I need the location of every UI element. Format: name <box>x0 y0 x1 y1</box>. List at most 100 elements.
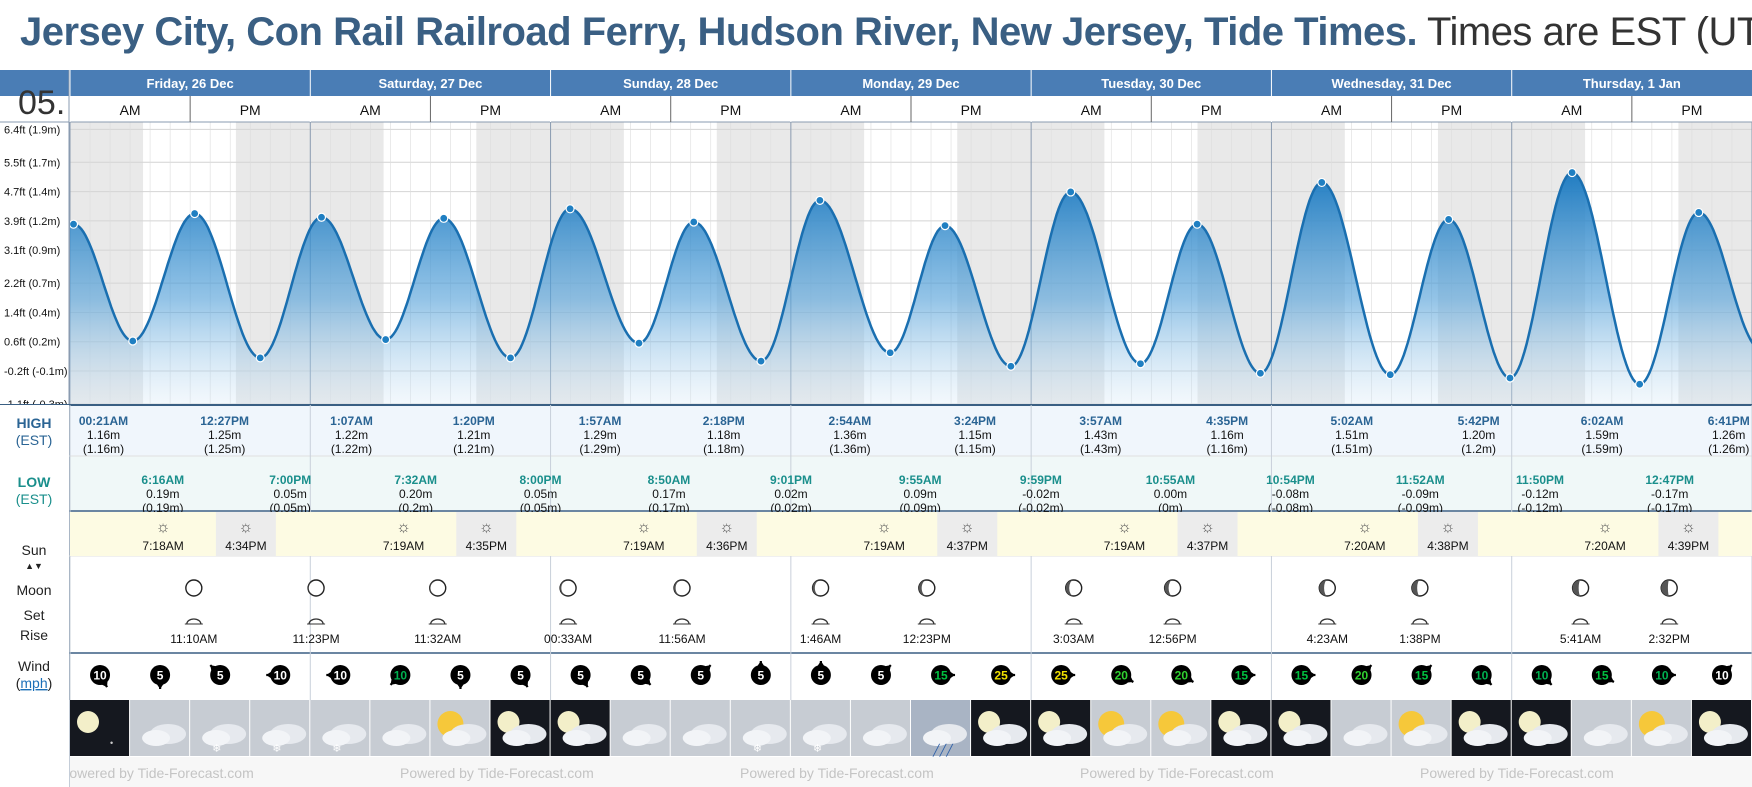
low-tide-height-alt: (-0.02m) <box>1018 501 1063 515</box>
high-tide-point <box>1192 219 1202 229</box>
high-tide-height: 1.21m <box>457 428 490 442</box>
wind-arrow-icon: 10 <box>1471 665 1493 686</box>
moon-shadow <box>560 580 569 596</box>
day-label: Friday, 26 Dec <box>147 76 234 91</box>
day-label: Monday, 29 Dec <box>862 76 959 91</box>
low-tide-point <box>1635 379 1645 389</box>
wind-arrow-icon: 25 <box>991 665 1016 685</box>
low-tide-height: 0.20m <box>399 487 432 501</box>
moonrise-icon <box>308 618 324 625</box>
moon-time: 5:41AM <box>1560 632 1601 646</box>
moon-time: 12:56PM <box>1149 632 1197 646</box>
high-label-tz: (EST) <box>16 432 53 448</box>
sunset-time: 4:39PM <box>1668 539 1709 553</box>
wind-arrow-head <box>1070 671 1076 679</box>
moon-cloud-icon <box>971 700 1031 756</box>
moon-shadow <box>1164 580 1173 596</box>
y-tick-label: 3.1ft (0.9m) <box>4 245 60 257</box>
high-tide-height-alt: (1.36m) <box>829 442 870 456</box>
weather-row: • ❄ ❄ ❄ ❄ ❄ ╱╱╱ <box>70 700 1751 757</box>
moon-phase-icon <box>1163 579 1182 597</box>
star: • <box>110 738 113 748</box>
low-tide-height-alt: (0.09m) <box>900 501 941 515</box>
wind-disc <box>931 665 952 685</box>
sun-row: ☼ 7:18AM ☼ 4:34PM ☼ 7:19AM ☼ 4:35PM ☼ 7:19AM ☼ 4:36… <box>70 512 1752 556</box>
low-tide-height-alt: (0.05m) <box>270 501 311 515</box>
wind-arrow-head <box>950 671 956 679</box>
wind-arrow-icon: 20 <box>1111 665 1134 685</box>
day-label: Thursday, 1 Jan <box>1583 76 1681 91</box>
wind-disc <box>570 665 591 685</box>
low-tide-height-alt: (-0.12m) <box>1517 501 1562 515</box>
low-tide-height: 0.02m <box>774 487 807 501</box>
sunset-icon: ☼ <box>719 519 734 536</box>
moon-time: 2:32PM <box>1649 632 1690 646</box>
cloud-shape <box>923 730 951 746</box>
low-tide-height: 0.17m <box>652 487 685 501</box>
high-tide-point <box>70 219 79 229</box>
moon-shape <box>1218 711 1241 733</box>
pm-label: PM <box>1681 102 1702 118</box>
moon-shape <box>1278 711 1301 733</box>
watermark-text: Powered by Tide-Forecast.com <box>60 765 254 781</box>
high-tide-point <box>815 195 825 205</box>
page-title-timezone: Times are EST (UTC- <box>1427 10 1752 54</box>
watermark-bg <box>70 757 1752 787</box>
wind-disc <box>1531 665 1552 685</box>
wind-row: 10 5 5 10 10 10 5 5 5 5 5 5 5 5 15 25 25 20 20 15 15 20 15 10 10… <box>90 661 1733 689</box>
low-tide-height-alt: (-0.09m) <box>1398 501 1443 515</box>
low-row-bg <box>70 456 1752 510</box>
low-tide-height-alt: (0.19m) <box>142 501 183 515</box>
row-labels: HIGH (EST) LOW (EST) Sun ▲▼ Moon Set Ris… <box>0 405 69 787</box>
wind-arrow-icon: 15 <box>1411 664 1433 685</box>
y-tick-label: 2.2ft (0.7m) <box>4 278 60 290</box>
high-tide-height: 1.25m <box>208 428 241 442</box>
high-label: HIGH <box>17 415 52 431</box>
low-tide-time: 8:50AM <box>648 473 691 487</box>
wind-disc <box>1051 665 1072 685</box>
wind-speed: 10 <box>1535 669 1549 683</box>
sun-label: Sun <box>22 542 47 558</box>
low-tide-height-alt: (0.2m) <box>398 501 433 515</box>
moon-shadow <box>674 580 683 596</box>
sunset-cell <box>1177 512 1238 556</box>
wind-arrow-icon: 25 <box>1051 665 1076 685</box>
sunset-time: 4:37PM <box>947 539 988 553</box>
sunset-time: 4:34PM <box>225 539 266 553</box>
sunrise-time: 7:19AM <box>383 539 424 553</box>
low-tide-height-alt: (-0.17m) <box>1647 501 1692 515</box>
moon-shape <box>557 711 580 733</box>
sun-cloud-icon <box>1091 700 1151 756</box>
high-tide-height-alt: (1.25m) <box>204 442 245 456</box>
wind-unit-link-text[interactable]: mph <box>20 675 47 691</box>
pm-label: PM <box>1201 102 1222 118</box>
sunset-icon: ☼ <box>1200 519 1215 536</box>
low-tide-height: -0.17m <box>1651 487 1688 501</box>
wind-disc <box>991 665 1012 685</box>
sunset-icon: ☼ <box>479 519 494 536</box>
moon-cloud-icon <box>1211 700 1271 756</box>
wind-unit-link[interactable]: (mph) <box>16 675 53 691</box>
high-tide-height: 1.22m <box>335 428 368 442</box>
wind-disc <box>330 665 351 685</box>
moon-phase-icon <box>1064 579 1083 597</box>
wind-disc <box>1471 665 1492 685</box>
wind-speed: 25 <box>994 669 1008 683</box>
moon-time: 4:23AM <box>1307 632 1348 646</box>
low-tide-height-alt: (0.17m) <box>648 501 689 515</box>
high-tide-height: 1.26m <box>1712 428 1745 442</box>
sunrise-time: 7:20AM <box>1344 539 1385 553</box>
wind-arrow-icon: 5 <box>150 665 171 689</box>
high-tide-point <box>316 212 327 222</box>
high-tide-height: 1.51m <box>1335 428 1368 442</box>
moon-phase-icon <box>559 579 577 597</box>
low-tide-time: 10:54PM <box>1266 473 1315 487</box>
am-label: AM <box>1321 102 1342 118</box>
low-tide-height: 0.05m <box>524 487 557 501</box>
wind-arrow-head <box>1010 671 1016 679</box>
low-tide-point <box>634 338 644 348</box>
sunrise-time: 7:19AM <box>863 539 904 553</box>
sun-toggle-icon[interactable]: ▲▼ <box>25 561 43 571</box>
